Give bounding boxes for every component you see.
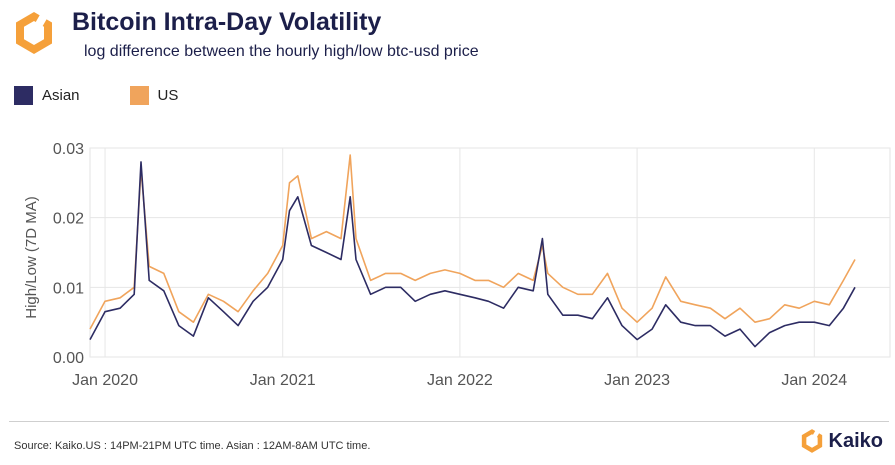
footer-divider [9, 421, 889, 422]
x-tick-label: Jan 2021 [250, 372, 316, 389]
x-tick-label: Jan 2024 [781, 372, 847, 389]
legend-label-asian: Asian [42, 87, 80, 104]
chart-legend: Asian US [14, 86, 228, 105]
source-note: Source: Kaiko.US : 14PM-21PM UTC time. A… [14, 440, 371, 452]
legend-item-asian: Asian [14, 86, 80, 105]
kaiko-logo-icon [16, 11, 52, 54]
brand-name: Kaiko [828, 429, 883, 452]
legend-label-us: US [157, 87, 179, 104]
y-tick-label: 0.00 [53, 350, 84, 367]
volatility-line-chart: 0.00 0.01 0.02 0.03 Jan 2020 Jan 2021 Jan 2022… [23, 141, 891, 389]
y-axis-label: High/Low (7D MA) [23, 196, 40, 319]
chart-subtitle: log difference between the hourly high/l… [84, 43, 479, 60]
plot-frame [89, 147, 891, 358]
legend-swatch-asian [14, 86, 33, 105]
series-line-us [89, 154, 856, 330]
brand-mark: Kaiko [799, 428, 883, 454]
y-tick-label: 0.02 [53, 211, 84, 228]
legend-swatch-us [129, 86, 149, 105]
x-tick-label: Jan 2023 [604, 372, 670, 389]
x-tick-label: Jan 2020 [72, 372, 138, 389]
legend-item-us: US [129, 86, 179, 105]
chart-title: Bitcoin Intra-Day Volatility [72, 8, 382, 36]
y-tick-label: 0.01 [53, 280, 84, 297]
kaiko-brand-icon [801, 428, 822, 453]
series-line-asian [89, 161, 856, 348]
y-tick-label: 0.03 [53, 141, 84, 158]
x-tick-label: Jan 2022 [427, 372, 493, 389]
